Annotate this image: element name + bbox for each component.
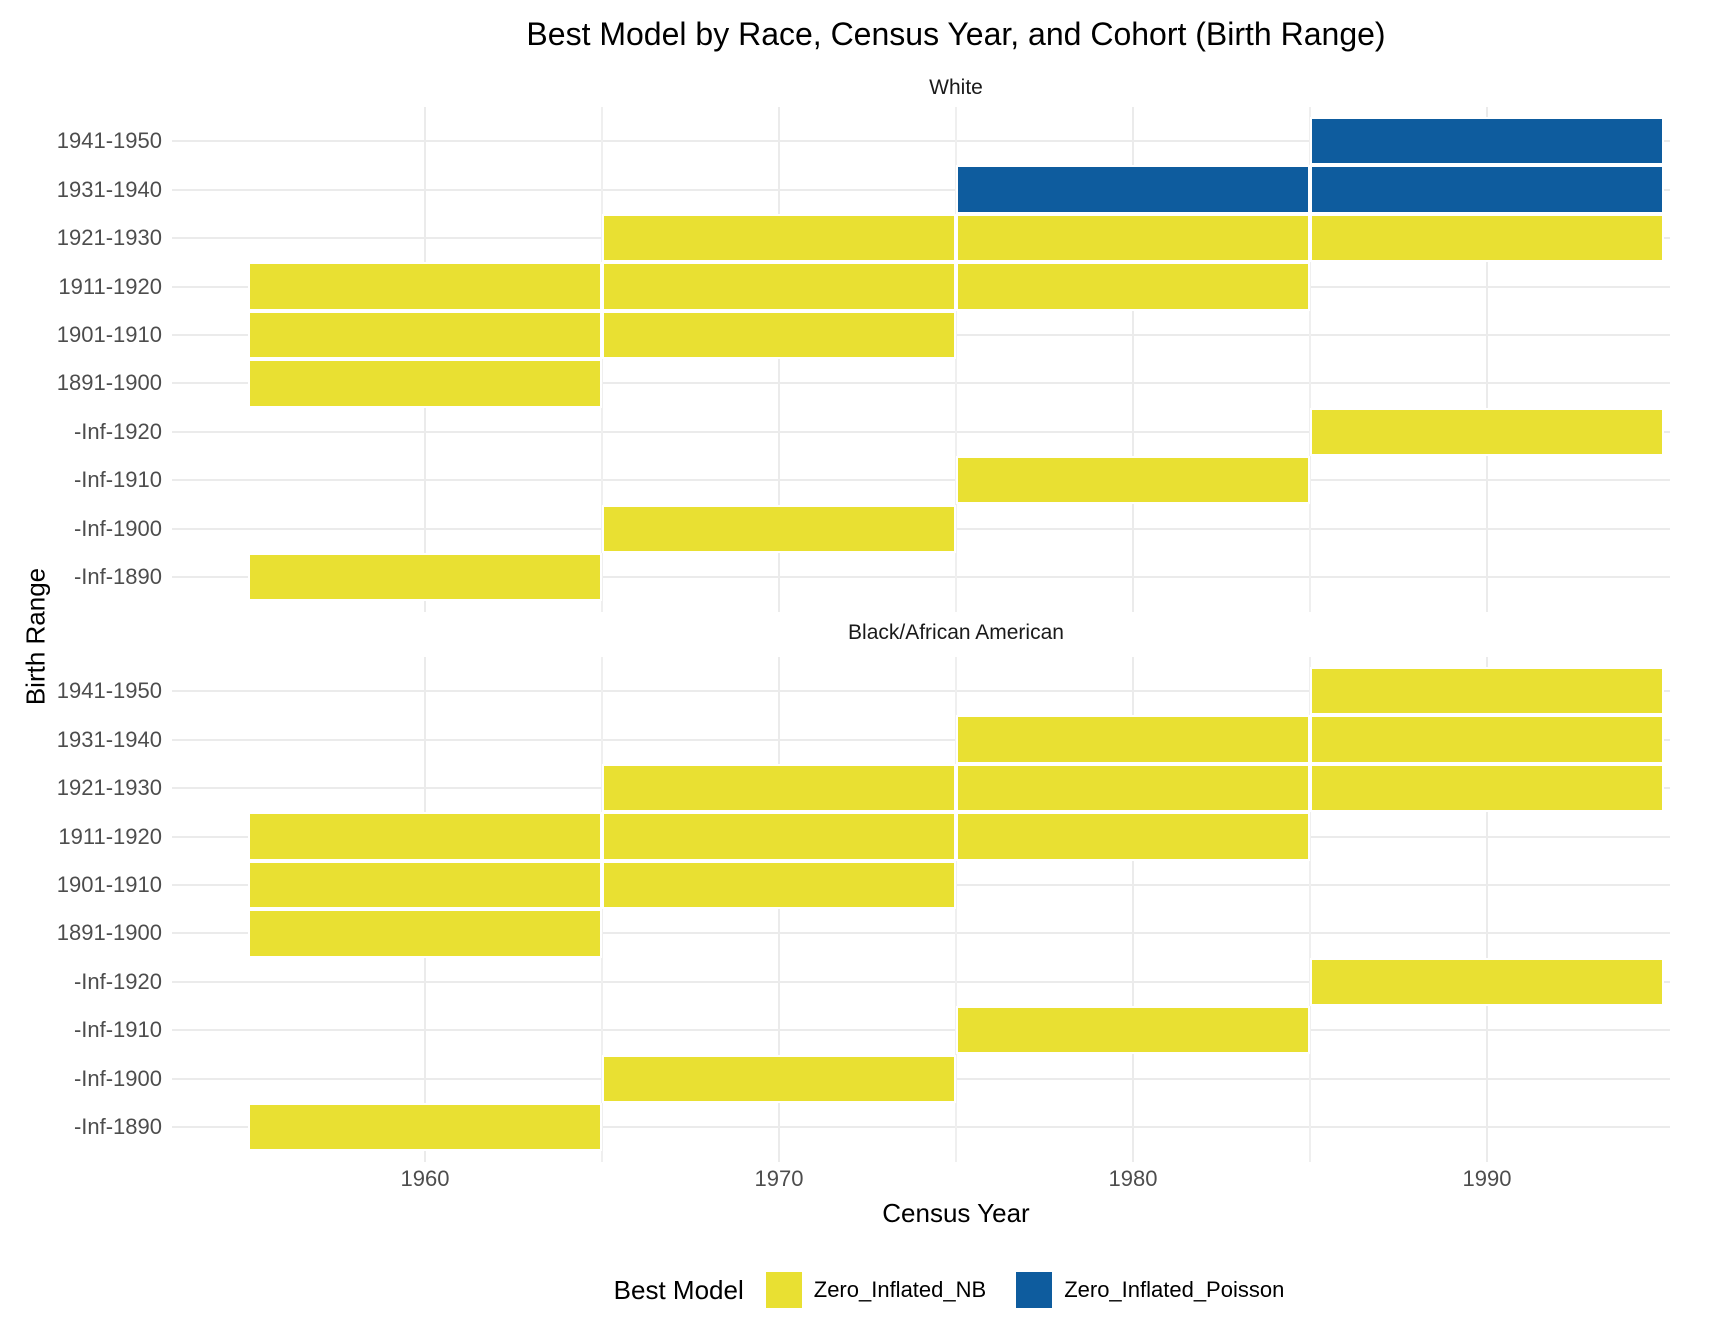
tile-zero_inflated_nb bbox=[602, 310, 956, 360]
y-tick-label: -Inf-1920 bbox=[73, 968, 162, 994]
tile-zero_inflated_nb bbox=[956, 213, 1310, 263]
tile-zero_inflated_nb bbox=[956, 763, 1310, 813]
y-tick-label: 1921-1930 bbox=[56, 225, 162, 251]
facet-label-white: White bbox=[929, 76, 983, 99]
tile-zero_inflated_nb bbox=[602, 860, 956, 910]
gridline-horizontal bbox=[172, 690, 1670, 693]
gridline-vertical-major bbox=[1486, 107, 1488, 612]
tile-zero_inflated_nb bbox=[602, 262, 956, 311]
gridline-vertical-major bbox=[1132, 107, 1134, 612]
gridline-vertical-major bbox=[1132, 657, 1134, 1162]
tile-zero_inflated_nb bbox=[956, 715, 1310, 764]
tile-zero_inflated_nb bbox=[956, 812, 1310, 861]
legend-label: Zero_Inflated_NB bbox=[813, 1277, 987, 1302]
gridline-horizontal bbox=[172, 576, 1670, 579]
y-tick-label: -Inf-1920 bbox=[73, 418, 162, 444]
tile-zero_inflated_nb bbox=[248, 359, 602, 408]
y-tick-label: 1941-1950 bbox=[56, 678, 162, 704]
gridline-horizontal bbox=[172, 140, 1670, 143]
x-tick-label: 1970 bbox=[754, 1166, 804, 1191]
legend-item-zero-inflated-nb: Zero_Inflated_NB bbox=[765, 1272, 987, 1308]
y-tick-label: -Inf-1900 bbox=[73, 515, 162, 541]
gridline-horizontal bbox=[172, 1029, 1670, 1032]
tile-zero_inflated_nb bbox=[956, 456, 1310, 505]
facet-label-black-african-american: Black/African American bbox=[848, 621, 1064, 644]
y-tick-label: -Inf-1900 bbox=[73, 1065, 162, 1091]
gridline-horizontal bbox=[172, 430, 1670, 433]
legend-key-blue-swatch bbox=[1016, 1272, 1053, 1308]
gridline-vertical-major bbox=[1486, 657, 1488, 1162]
tile-zero_inflated_nb bbox=[956, 262, 1310, 311]
y-tick-label: 1901-1910 bbox=[56, 321, 162, 347]
tile-zero_inflated_nb bbox=[1310, 763, 1664, 813]
tile-zero_inflated_nb bbox=[956, 1006, 1310, 1055]
gridline-vertical-minor bbox=[1309, 657, 1311, 1162]
tile-zero_inflated_nb bbox=[602, 504, 956, 553]
y-tick-label: 1911-1920 bbox=[58, 273, 162, 299]
gridline-horizontal bbox=[172, 738, 1670, 741]
gridline-vertical-minor bbox=[601, 657, 603, 1162]
legend-label: Zero_Inflated_Poisson bbox=[1064, 1277, 1285, 1302]
tile-zero_inflated_poisson bbox=[1310, 116, 1664, 166]
gridline-vertical-minor bbox=[955, 107, 957, 612]
y-tick-label: -Inf-1890 bbox=[73, 1114, 162, 1140]
gridline-horizontal bbox=[172, 1126, 1670, 1129]
chart-title: Best Model by Race, Census Year, and Coh… bbox=[526, 16, 1386, 52]
gridline-horizontal bbox=[172, 479, 1670, 482]
y-tick-label: 1921-1930 bbox=[56, 775, 162, 801]
tile-zero_inflated_nb bbox=[248, 1102, 602, 1152]
y-tick-label: 1901-1910 bbox=[56, 871, 162, 897]
tile-zero_inflated_nb bbox=[1310, 407, 1664, 457]
x-tick-label: 1990 bbox=[1462, 1166, 1512, 1191]
tile-zero_inflated_nb bbox=[1310, 666, 1664, 716]
y-tick-label: -Inf-1910 bbox=[73, 1017, 162, 1043]
gridline-horizontal bbox=[172, 980, 1670, 983]
panel-black-african-american bbox=[172, 657, 1670, 1162]
tile-zero_inflated_nb bbox=[1310, 715, 1664, 764]
y-tick-label: 1891-1900 bbox=[56, 370, 162, 396]
tile-zero_inflated_nb bbox=[248, 909, 602, 958]
y-tick-label: 1911-1920 bbox=[58, 823, 162, 849]
gridline-vertical-major bbox=[778, 657, 780, 1162]
tile-zero_inflated_poisson bbox=[1310, 165, 1664, 214]
legend-key-yellow-swatch bbox=[765, 1272, 802, 1308]
tile-zero_inflated_nb bbox=[602, 1054, 956, 1103]
legend: Best Model Zero_Inflated_NB Zero_Inflate… bbox=[248, 1258, 1664, 1322]
tile-zero_inflated_nb bbox=[248, 860, 602, 910]
y-tick-label: 1931-1940 bbox=[56, 176, 162, 202]
gridline-horizontal bbox=[172, 932, 1670, 935]
tile-zero_inflated_nb bbox=[1310, 213, 1664, 263]
y-tick-label: 1941-1950 bbox=[56, 128, 162, 154]
tile-zero_inflated_nb bbox=[602, 213, 956, 263]
x-axis-title: Census Year bbox=[882, 1198, 1030, 1228]
tile-zero_inflated_nb bbox=[248, 812, 602, 861]
gridline-vertical-minor bbox=[1309, 107, 1311, 612]
tile-zero_inflated_nb bbox=[248, 262, 602, 311]
gridline-vertical-minor bbox=[955, 657, 957, 1162]
y-axis-title: Birth Range bbox=[20, 567, 51, 706]
y-tick-label: -Inf-1910 bbox=[73, 467, 162, 493]
legend-item-zero-inflated-poisson: Zero_Inflated_Poisson bbox=[1016, 1272, 1284, 1308]
gridline-horizontal bbox=[172, 382, 1670, 385]
tile-zero_inflated_nb bbox=[602, 812, 956, 861]
gridline-vertical-minor bbox=[601, 107, 603, 612]
tile-zero_inflated_nb bbox=[602, 763, 956, 813]
tile-zero_inflated_nb bbox=[248, 310, 602, 360]
y-tick-label: 1891-1900 bbox=[56, 920, 162, 946]
y-tick-label: -Inf-1890 bbox=[73, 564, 162, 590]
tile-zero_inflated_nb bbox=[1310, 957, 1664, 1007]
gridline-vertical-major bbox=[778, 107, 780, 612]
tile-zero_inflated_nb bbox=[248, 552, 602, 602]
x-tick-label: 1980 bbox=[1108, 1166, 1158, 1191]
legend-title: Best Model bbox=[613, 1274, 744, 1305]
x-tick-label: 1960 bbox=[400, 1166, 450, 1191]
tile-zero_inflated_poisson bbox=[956, 165, 1310, 214]
y-tick-label: 1931-1940 bbox=[56, 726, 162, 752]
panel-white bbox=[172, 107, 1670, 612]
gridline-horizontal bbox=[172, 188, 1670, 191]
